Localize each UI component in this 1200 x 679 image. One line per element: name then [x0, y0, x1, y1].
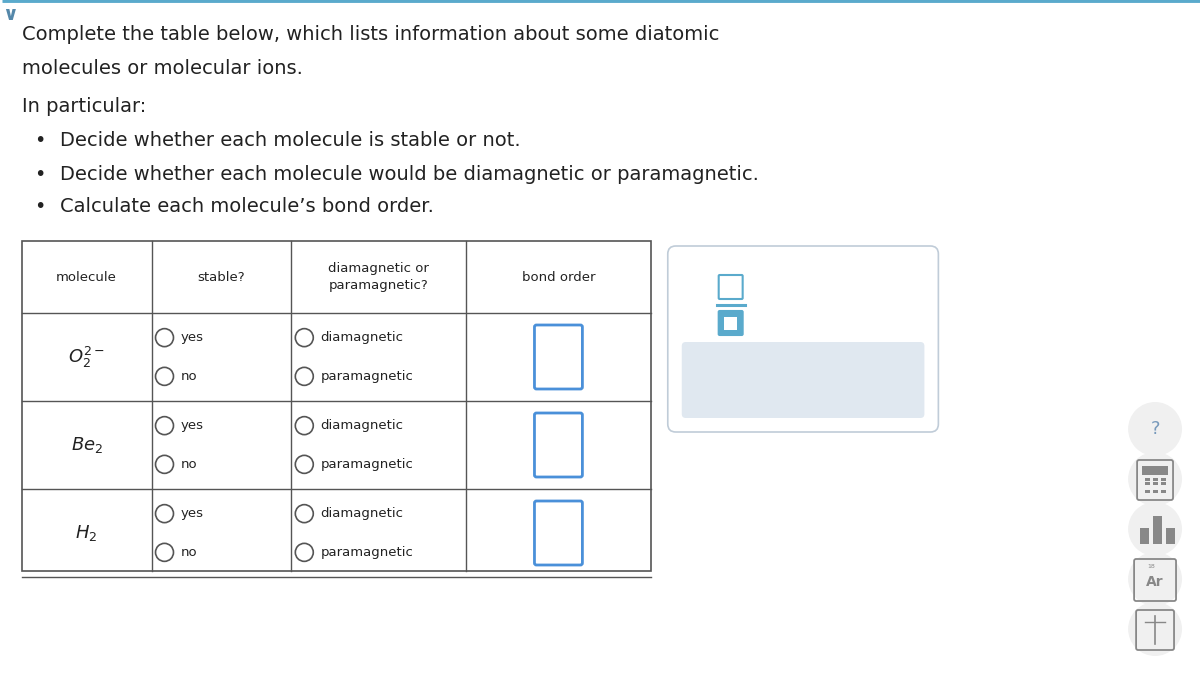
Text: ?: ? [1151, 420, 1160, 438]
Text: molecules or molecular ions.: molecules or molecular ions. [22, 60, 302, 79]
Bar [1166, 528, 1175, 544]
Text: •: • [34, 164, 46, 183]
FancyBboxPatch shape [534, 413, 582, 477]
Text: Ar: Ar [1146, 575, 1164, 589]
Bar [1145, 490, 1150, 492]
Text: no: no [180, 458, 197, 471]
Bar [1152, 481, 1158, 485]
Text: ∨: ∨ [1, 5, 18, 24]
FancyBboxPatch shape [534, 501, 582, 565]
Text: $O_2^{2-}$: $O_2^{2-}$ [68, 344, 106, 369]
FancyBboxPatch shape [667, 246, 938, 432]
Text: In particular:: In particular: [22, 98, 146, 117]
Bar [1142, 466, 1168, 475]
Bar [1152, 477, 1158, 481]
Bar [1160, 477, 1165, 481]
Text: Decide whether each molecule is stable or not.: Decide whether each molecule is stable o… [60, 132, 521, 151]
Text: 18: 18 [1147, 564, 1154, 568]
Circle shape [1128, 452, 1182, 506]
Text: Calculate each molecule’s bond order.: Calculate each molecule’s bond order. [60, 198, 433, 217]
Text: bond order: bond order [522, 270, 595, 284]
Bar [1160, 481, 1165, 485]
Text: Decide whether each molecule would be diamagnetic or paramagnetic.: Decide whether each molecule would be di… [60, 164, 758, 183]
Text: yes: yes [180, 419, 204, 432]
FancyBboxPatch shape [719, 311, 743, 335]
Text: $H_2$: $H_2$ [76, 523, 97, 543]
Text: diamagnetic: diamagnetic [320, 419, 403, 432]
FancyBboxPatch shape [719, 275, 743, 299]
Text: yes: yes [180, 331, 204, 344]
Text: diamagnetic: diamagnetic [320, 507, 403, 520]
Bar [1160, 490, 1165, 492]
Text: molecule: molecule [56, 270, 118, 284]
Circle shape [1128, 602, 1182, 656]
FancyBboxPatch shape [534, 325, 582, 389]
Text: ↺: ↺ [856, 370, 875, 390]
FancyBboxPatch shape [682, 342, 924, 418]
Text: no: no [180, 370, 197, 383]
Text: paramagnetic: paramagnetic [320, 458, 413, 471]
Bar [22, 241, 650, 571]
Text: paramagnetic: paramagnetic [320, 370, 413, 383]
Bar [724, 316, 737, 329]
Bar [1152, 490, 1158, 492]
Bar [1145, 481, 1150, 485]
Text: Complete the table below, which lists information about some diatomic: Complete the table below, which lists in… [22, 24, 719, 43]
Circle shape [1128, 502, 1182, 556]
Bar [1153, 516, 1162, 544]
Text: ×: × [737, 370, 755, 390]
Circle shape [1128, 552, 1182, 606]
Text: •: • [34, 198, 46, 217]
Text: paramagnetic: paramagnetic [320, 546, 413, 559]
Bar [1145, 477, 1150, 481]
Circle shape [1128, 402, 1182, 456]
Text: diamagnetic or
paramagnetic?: diamagnetic or paramagnetic? [329, 262, 430, 292]
Text: yes: yes [180, 507, 204, 520]
Text: •: • [34, 132, 46, 151]
Text: no: no [180, 546, 197, 559]
Bar [1140, 528, 1150, 544]
Text: diamagnetic: diamagnetic [320, 331, 403, 344]
Text: $Be_2$: $Be_2$ [71, 435, 103, 455]
Text: stable?: stable? [198, 270, 245, 284]
